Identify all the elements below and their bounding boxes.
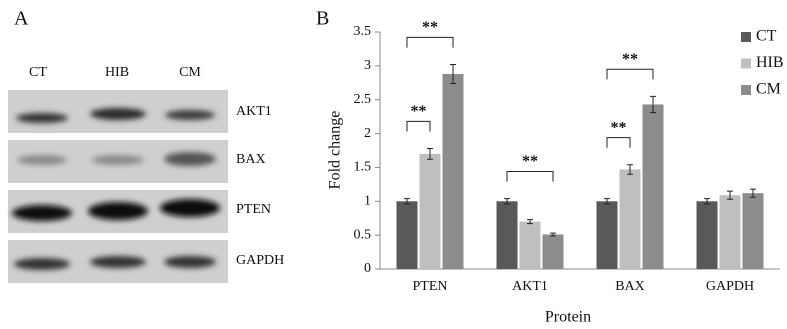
protein-label: BAX: [236, 152, 266, 167]
bar: [620, 169, 641, 269]
protein-label: PTEN: [236, 202, 271, 217]
x-axis-title: Protein: [545, 309, 591, 326]
x-tick-label: AKT1: [512, 279, 548, 294]
significance-bracket: [407, 121, 430, 131]
y-tick-label: 2.5: [354, 92, 372, 107]
panel-label: B: [316, 8, 329, 30]
figure: A CT HIB CM AKT1 BAX PTEN GAPDH B Protei…: [0, 0, 787, 329]
bar: [697, 201, 718, 269]
y-tick-label: 0: [364, 261, 371, 276]
legend-swatch: [741, 85, 751, 95]
y-tick-label: 3: [364, 58, 371, 73]
bar: [597, 201, 618, 269]
panel-label: A: [14, 8, 29, 30]
y-tick-label: 1.5: [354, 160, 372, 175]
y-tick-label: 2: [364, 126, 371, 141]
bar: [543, 234, 564, 269]
x-tick-label: GAPDH: [706, 279, 754, 294]
significance-bracket: [407, 37, 453, 47]
legend-label: HIB: [756, 54, 784, 71]
significance-bracket: [507, 171, 553, 181]
bar: [420, 154, 441, 269]
legend-swatch: [741, 32, 751, 42]
y-tick-label: 3.5: [354, 24, 372, 39]
bar: [520, 222, 541, 269]
bar: [743, 193, 764, 269]
annotation: **: [611, 119, 627, 136]
lane-label: CT: [29, 65, 47, 80]
protein-label: GAPDH: [236, 253, 284, 268]
annotation: **: [411, 103, 427, 120]
y-axis-title: Fold change: [327, 111, 344, 190]
blot-panels: [8, 90, 228, 283]
lane-label: HIB: [105, 65, 129, 80]
legend-swatch: [741, 59, 751, 69]
significance-bracket: [607, 138, 630, 148]
bar: [643, 104, 664, 269]
protein-label: AKT1: [236, 104, 272, 119]
significance-bracket: [607, 69, 653, 79]
bar: [497, 201, 518, 269]
bar: [720, 195, 741, 269]
y-tick-label: 1: [364, 194, 371, 209]
legend-label: CT: [756, 28, 777, 45]
x-tick-label: BAX: [615, 279, 645, 294]
annotation: **: [622, 51, 638, 68]
bar: [443, 74, 464, 269]
y-tick-label: 0.5: [354, 227, 372, 242]
bar: [397, 201, 418, 269]
annotation: **: [522, 153, 538, 170]
lane-label: CM: [179, 65, 201, 80]
legend-label: CM: [756, 81, 781, 98]
annotation: **: [422, 19, 438, 36]
x-tick-label: PTEN: [413, 279, 448, 294]
